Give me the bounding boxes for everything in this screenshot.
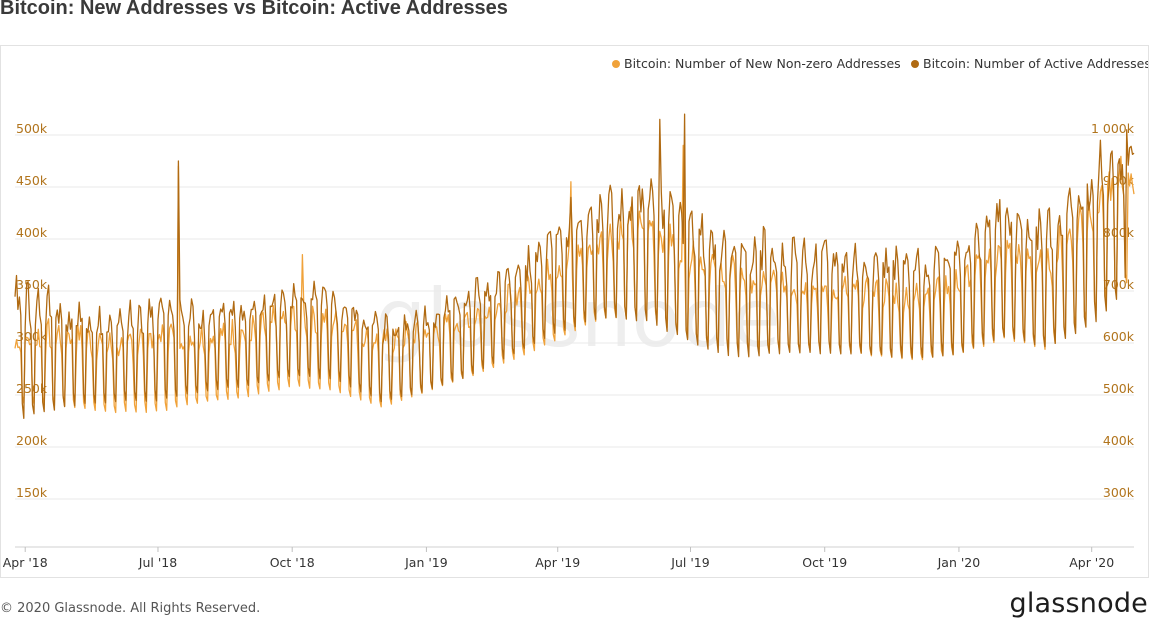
y-right-tick-label: 500k <box>1103 381 1135 396</box>
series-line-bitcoin-number-of-active-addresses <box>14 113 1135 419</box>
y-left-tick-label: 150k <box>16 485 48 500</box>
x-tick-label: Jul '19 <box>670 555 709 570</box>
x-tick-label: Apr '19 <box>535 555 580 570</box>
y-left-tick-label: 400k <box>16 225 48 240</box>
legend-label-1: Bitcoin: Number of Active Addresses <box>923 56 1148 71</box>
legend-marker-0 <box>612 60 620 68</box>
legend-marker-1 <box>911 60 919 68</box>
legend-label-0: Bitcoin: Number of New Non-zero Addresse… <box>624 56 901 71</box>
x-tick-label: Apr '20 <box>1069 555 1114 570</box>
y-right-tick-label: 300k <box>1103 485 1135 500</box>
x-tick-label: Jan '20 <box>937 555 981 570</box>
x-tick-label: Jan '19 <box>404 555 448 570</box>
x-tick-label: Apr '18 <box>3 555 48 570</box>
chart-svg: glassnode150k200k250k300k350k400k450k500… <box>3 56 1148 570</box>
y-right-tick-label: 1 000k <box>1091 121 1135 136</box>
x-tick-label: Oct '19 <box>802 555 847 570</box>
y-left-tick-label: 200k <box>16 433 48 448</box>
y-right-tick-label: 600k <box>1103 329 1135 344</box>
y-right-tick-label: 400k <box>1103 433 1135 448</box>
y-left-tick-label: 500k <box>16 121 48 136</box>
y-left-tick-label: 350k <box>16 277 48 292</box>
chart-panel: glassnode 150k 200k 250k 300k 350k 400k 450k 500… <box>0 45 1149 578</box>
x-tick-label: Jul '18 <box>138 555 177 570</box>
y-right-tick-label: 700k <box>1103 277 1135 292</box>
copyright-footer: © 2020 Glassnode. All Rights Reserved. <box>0 601 261 616</box>
chart-title: Bitcoin: New Addresses vs Bitcoin: Activ… <box>0 0 508 19</box>
x-tick-label: Oct '18 <box>270 555 315 570</box>
glassnode-logo: glassnode <box>1009 588 1148 619</box>
y-left-tick-label: 450k <box>16 173 48 188</box>
